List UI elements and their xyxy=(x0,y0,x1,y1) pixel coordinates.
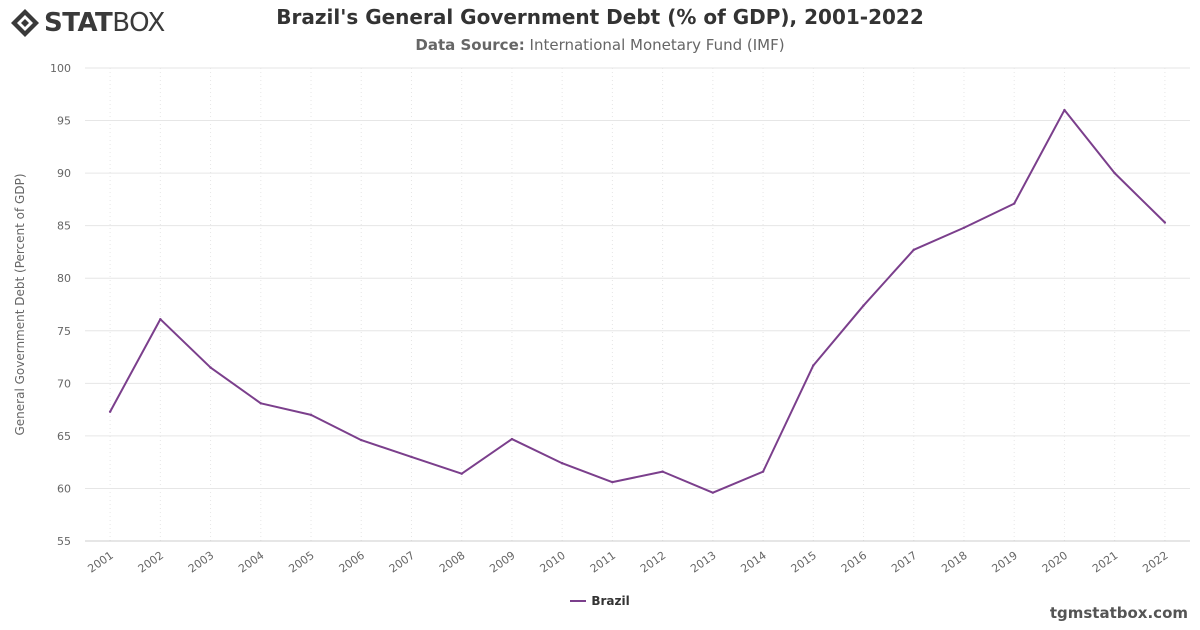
data-point xyxy=(711,491,715,494)
data-point xyxy=(159,318,162,321)
x-tick-label: 2012 xyxy=(638,549,668,576)
x-tick-label: 2022 xyxy=(1140,549,1170,576)
data-point xyxy=(360,438,363,442)
statbox-logo[interactable]: STATBOX xyxy=(10,8,165,38)
x-tick-label: 2007 xyxy=(387,549,417,576)
x-tick-label: 2013 xyxy=(688,549,718,576)
data-point xyxy=(761,470,765,473)
logo-text-light: BOX xyxy=(112,8,165,38)
x-tick-label: 2019 xyxy=(990,549,1020,576)
data-point xyxy=(1063,108,1066,112)
data-point xyxy=(1013,202,1016,205)
data-point xyxy=(309,413,313,417)
x-tick-label: 2009 xyxy=(487,549,517,576)
source-label: Data Source: xyxy=(415,36,525,54)
x-tick-label: 2011 xyxy=(588,549,618,576)
y-tick-label: 100 xyxy=(50,62,71,75)
data-point xyxy=(912,248,915,252)
source-value: International Monetary Fund (IMF) xyxy=(529,36,785,54)
x-tick-label: 2014 xyxy=(738,549,768,576)
data-point xyxy=(1163,221,1167,224)
x-tick-label: 2010 xyxy=(537,549,567,576)
x-tick-label: 2016 xyxy=(839,549,869,576)
statbox-diamond-icon xyxy=(11,9,39,37)
y-tick-label: 70 xyxy=(57,377,71,390)
x-tick-label: 2017 xyxy=(889,549,919,576)
x-tick-label: 2015 xyxy=(789,549,819,576)
y-tick-label: 55 xyxy=(57,535,71,548)
y-axis-title: General Government Debt (Percent of GDP) xyxy=(13,173,27,435)
data-point xyxy=(510,437,514,441)
data-point xyxy=(560,462,564,465)
y-tick-label: 60 xyxy=(57,482,71,495)
x-tick-label: 2004 xyxy=(236,549,266,576)
x-tick-label: 2018 xyxy=(939,549,969,576)
x-tick-label: 2002 xyxy=(136,549,166,576)
footer-watermark: tgmstatbox.com xyxy=(1049,604,1188,622)
data-point xyxy=(862,304,865,307)
data-point xyxy=(460,472,463,475)
x-tick-label: 2001 xyxy=(85,549,115,576)
series-line-brazil xyxy=(109,109,1166,494)
y-tick-label: 65 xyxy=(57,430,71,443)
y-tick-label: 95 xyxy=(57,115,71,128)
x-tick-label: 2005 xyxy=(286,549,316,576)
x-tick-label: 2021 xyxy=(1090,549,1120,576)
y-tick-label: 75 xyxy=(57,325,71,338)
data-point xyxy=(1113,171,1116,175)
data-point xyxy=(962,226,966,229)
data-point xyxy=(611,480,614,484)
legend[interactable]: Brazil xyxy=(0,594,1200,608)
data-point xyxy=(812,364,815,367)
legend-swatch-brazil xyxy=(570,600,587,602)
x-tick-label: 2020 xyxy=(1040,549,1070,576)
chart-subtitle: Data Source: International Monetary Fund… xyxy=(0,36,1200,54)
x-tick-label: 2008 xyxy=(437,549,467,576)
x-tick-label: 2003 xyxy=(186,549,216,576)
y-tick-label: 85 xyxy=(57,220,71,233)
data-point xyxy=(209,366,212,369)
data-point xyxy=(661,470,664,473)
legend-label-brazil: Brazil xyxy=(591,594,630,608)
y-tick-label: 80 xyxy=(57,272,71,285)
x-tick-label: 2006 xyxy=(337,549,367,576)
y-tick-label: 90 xyxy=(57,167,71,180)
chart-title: Brazil's General Government Debt (% of G… xyxy=(276,5,924,29)
logo-text: STATBOX xyxy=(44,8,165,38)
data-point xyxy=(108,410,112,413)
data-point xyxy=(259,402,262,405)
logo-text-bold: STAT xyxy=(44,8,113,38)
data-point xyxy=(410,455,413,459)
